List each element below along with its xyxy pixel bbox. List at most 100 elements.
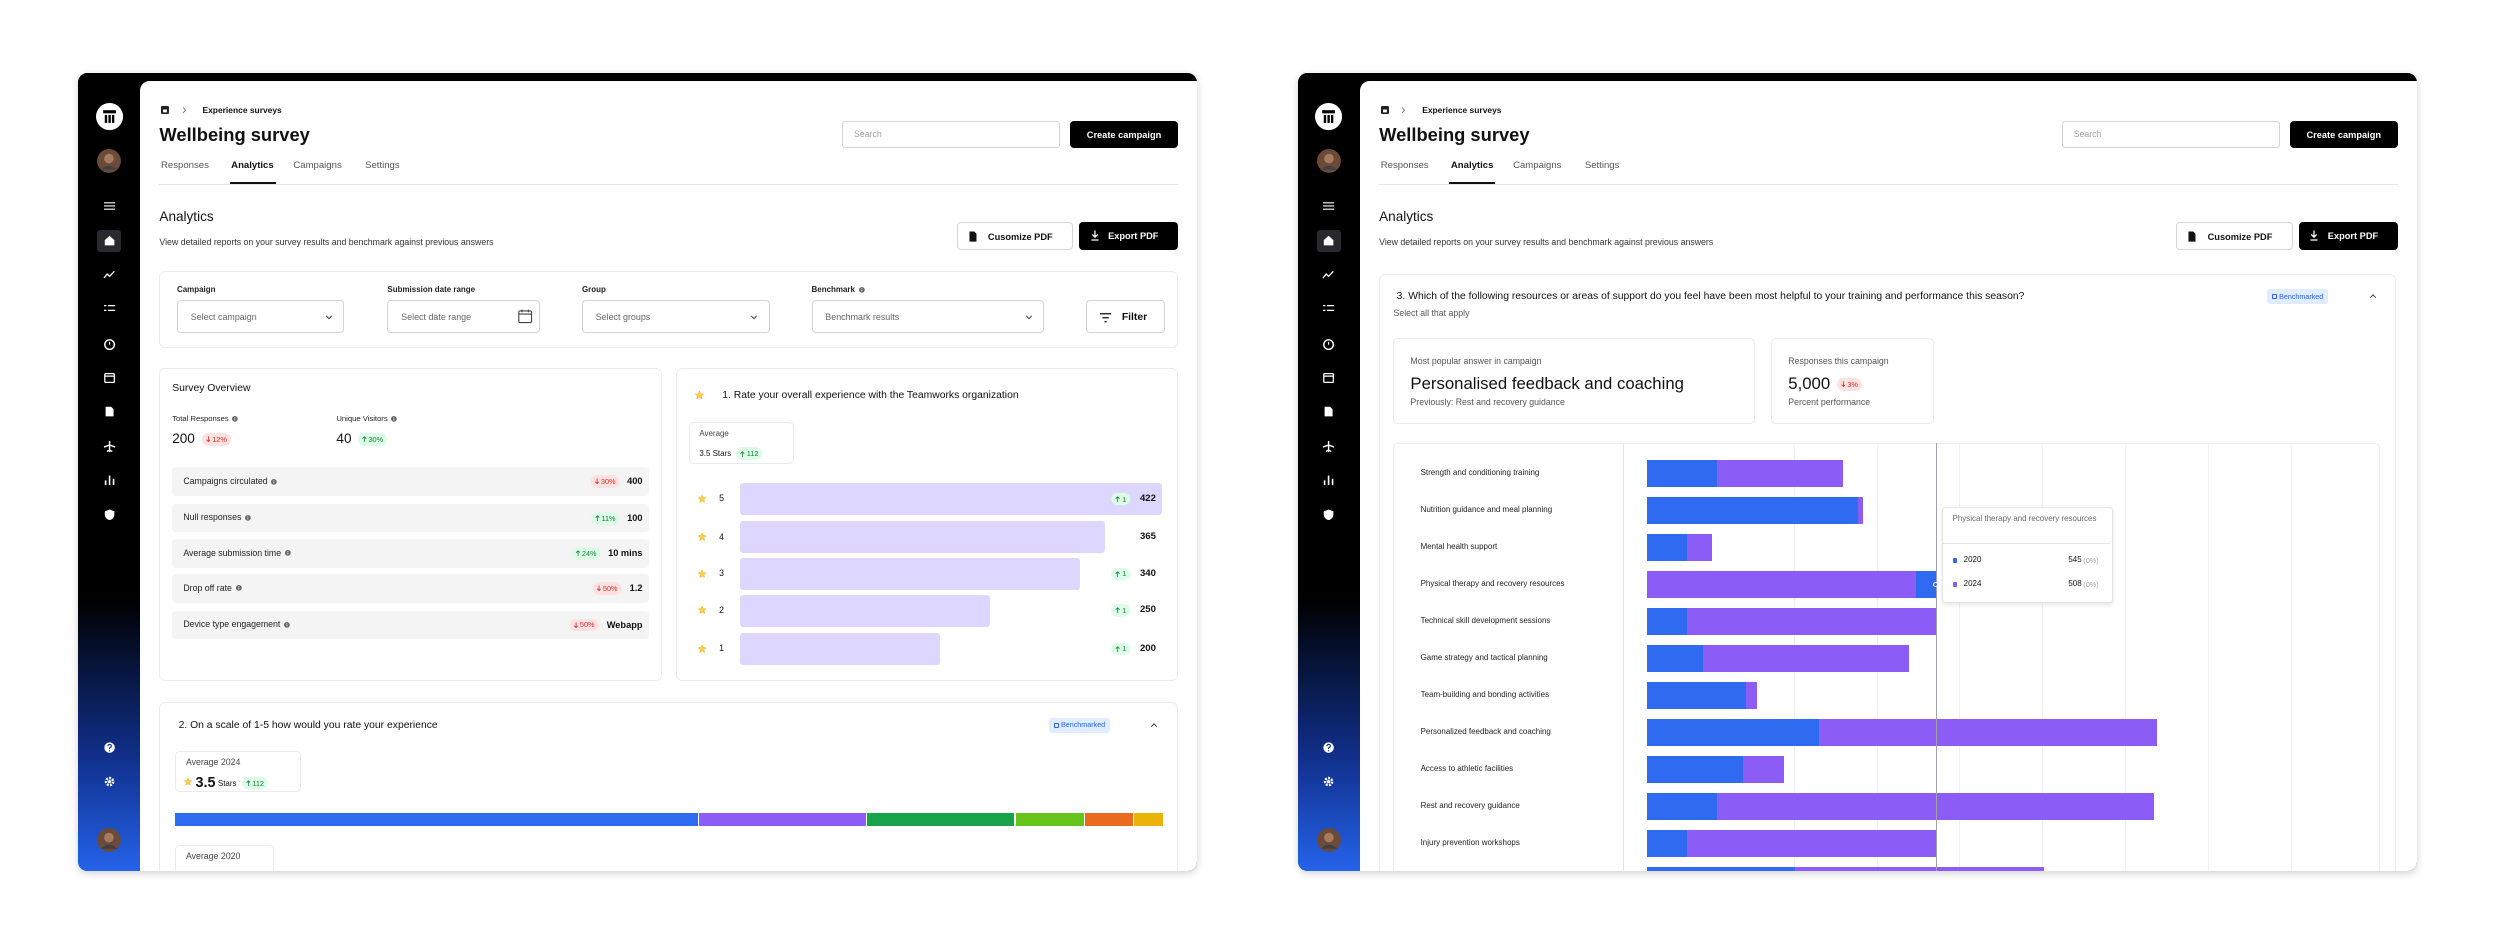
nav-icon [1323,304,1335,311]
arrow-path [575,550,580,557]
nav-icon-part [1323,373,1335,384]
breadcrumb-chevron-part [1402,107,1406,113]
arrow-icon [575,550,580,557]
filter-select[interactable]: Select groups [581,299,771,334]
tooltip-divider [1942,543,2111,544]
customize-button-text: Cusomize PDF [987,231,1053,242]
row-value: 10 mins [608,548,643,559]
chevron-icon [325,315,332,320]
tab[interactable]: Settings [1584,159,1620,171]
overview-row [172,467,649,496]
nav-icon-part [1326,744,1332,750]
bar [1646,829,1936,857]
filter-placeholder: Select date range [401,311,472,322]
chevron-icon [751,315,758,320]
bar [1646,644,1703,672]
menu-icon [103,202,115,211]
change-badge: 24% [571,546,601,560]
tab[interactable]: Responses [1380,159,1429,171]
filter-select[interactable]: Benchmark results [811,299,1045,334]
export-button[interactable]: Export PDF [1079,221,1179,251]
question-title: 3. Which of the following resources or a… [1396,290,2025,302]
change-badge: 11% [590,511,620,525]
avatar-part [101,845,118,849]
info-icon-part [392,417,394,419]
export-button[interactable]: Export PDF [2299,221,2398,251]
star-icon-part [697,494,708,503]
stat-value: 5,000 [1788,373,1831,393]
info-icon-part [238,586,240,588]
nav-icon-part [1323,440,1335,452]
rating-value: 340 [1139,567,1156,579]
average-value: 3.5 [195,774,216,791]
search-placeholder: Search [853,129,882,140]
breadcrumb-chevron [1402,107,1406,113]
avatar [1316,149,1341,173]
tab[interactable]: Responses [161,159,209,171]
tooltip-value: 508 [2068,579,2082,589]
nav-icon-part [108,750,110,752]
bar [1646,718,1820,746]
change-text: 3% [1847,379,1858,389]
arrow-path [596,585,601,592]
nav-icon-part [104,235,114,246]
doc-icon-part [2188,231,2196,242]
change-text: 112 [252,778,265,788]
tooltip-title: Physical therapy and recovery resources [1952,514,2097,524]
tab[interactable]: Analytics [231,159,274,171]
divider [159,184,1179,186]
rating-category: 3 [719,568,724,579]
arrow-path [1115,496,1121,502]
filter-button[interactable]: Filter [1085,299,1166,334]
create-button[interactable]: Create campaign [2289,121,2398,149]
create-button[interactable]: Create campaign [1069,121,1179,149]
change-text: 12% [212,434,227,444]
breadcrumb-chevron [182,107,186,113]
stat-box: Responses this campaign 5,000 3% Percent pe… [1771,337,1934,425]
change-text: 30% [368,434,384,444]
tab[interactable]: Analytics [1450,159,1494,171]
star-icon-part [697,532,708,541]
export-button-text: Export PDF [2327,230,2379,241]
page-title: Wellbeing survey [159,123,310,145]
arrow-icon [361,436,367,443]
filter-select[interactable]: Select campaign [176,299,345,334]
arrow-icon [245,780,251,786]
info-icon [236,585,243,592]
overview-title: Survey Overview [172,383,251,395]
chevron-icon-part [1025,315,1032,320]
distribution-segment [867,813,1015,826]
change-badge: 3% [1836,378,1862,391]
benchmark-badge: Benchmarked [2267,289,2329,304]
distribution-segment [175,813,698,826]
tab[interactable]: Campaigns [1513,159,1562,171]
filter-select[interactable]: Select date range [387,299,541,334]
customize-button[interactable]: Cusomize PDF [956,221,1073,251]
logo-part [102,110,116,114]
section-subtitle: View detailed reports on your survey res… [1379,236,1714,247]
change-badge: 1 [1111,492,1131,506]
change-text: 11% [601,513,616,523]
bar [1646,792,1718,820]
category-label: Game strategy and tactical planning [1420,653,1548,663]
avatar [97,828,122,853]
breadcrumb: Experience surveys [202,104,282,115]
breadcrumb: Experience surveys [1422,104,1502,115]
star-icon [697,569,708,578]
star-icon [694,390,705,400]
nav-icon-part [1324,475,1334,486]
arrow-icon [594,515,600,522]
tab[interactable]: Settings [365,159,400,171]
home-icon [161,106,169,114]
arrow-path [1115,571,1121,577]
divider [1379,184,2398,186]
bar [1646,866,2045,871]
search-box[interactable]: Search [2061,121,2280,149]
download-icon [2310,230,2318,241]
tab[interactable]: Campaigns [293,159,342,171]
badge-text: Benchmarked [1061,721,1106,730]
grid-line [2125,443,2127,871]
search-box[interactable]: Search [841,121,1061,149]
customize-button[interactable]: Cusomize PDF [2176,221,2293,251]
arrow-icon [205,436,211,443]
